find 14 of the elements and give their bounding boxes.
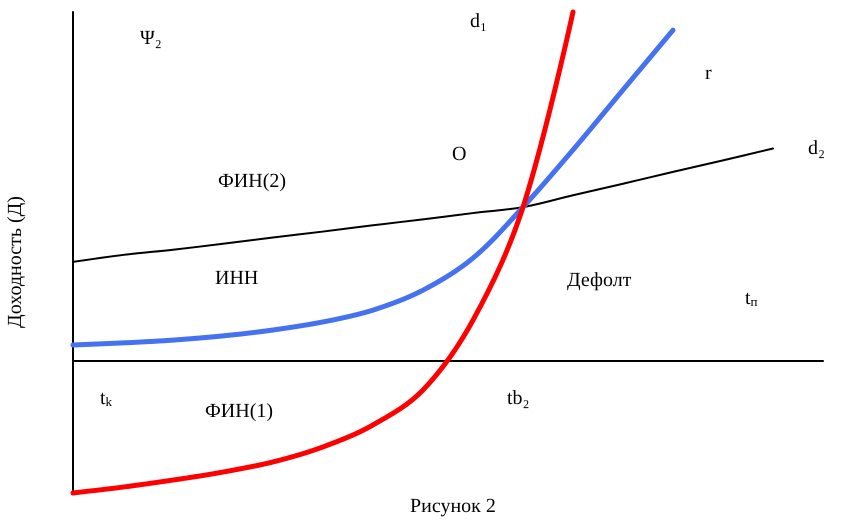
annotation: ФИН(2) bbox=[218, 170, 286, 192]
annotation: ИНН bbox=[215, 267, 258, 289]
y-axis-title: Доходность (Д) bbox=[4, 196, 26, 328]
annotation: d₂ bbox=[808, 137, 825, 159]
annotation: Дефолт bbox=[567, 269, 632, 291]
annotation: O bbox=[452, 143, 466, 165]
annotation: tb₂ bbox=[507, 387, 530, 409]
text: Рисунок 2 bbox=[410, 495, 496, 517]
annotation: Ψ₂ bbox=[140, 27, 162, 49]
annotation: tп bbox=[745, 287, 758, 309]
annotation: ФИН(1) bbox=[205, 400, 274, 422]
annotation: r bbox=[705, 62, 712, 84]
annotation: d₁ bbox=[470, 10, 487, 32]
annotation: tk bbox=[100, 387, 113, 409]
